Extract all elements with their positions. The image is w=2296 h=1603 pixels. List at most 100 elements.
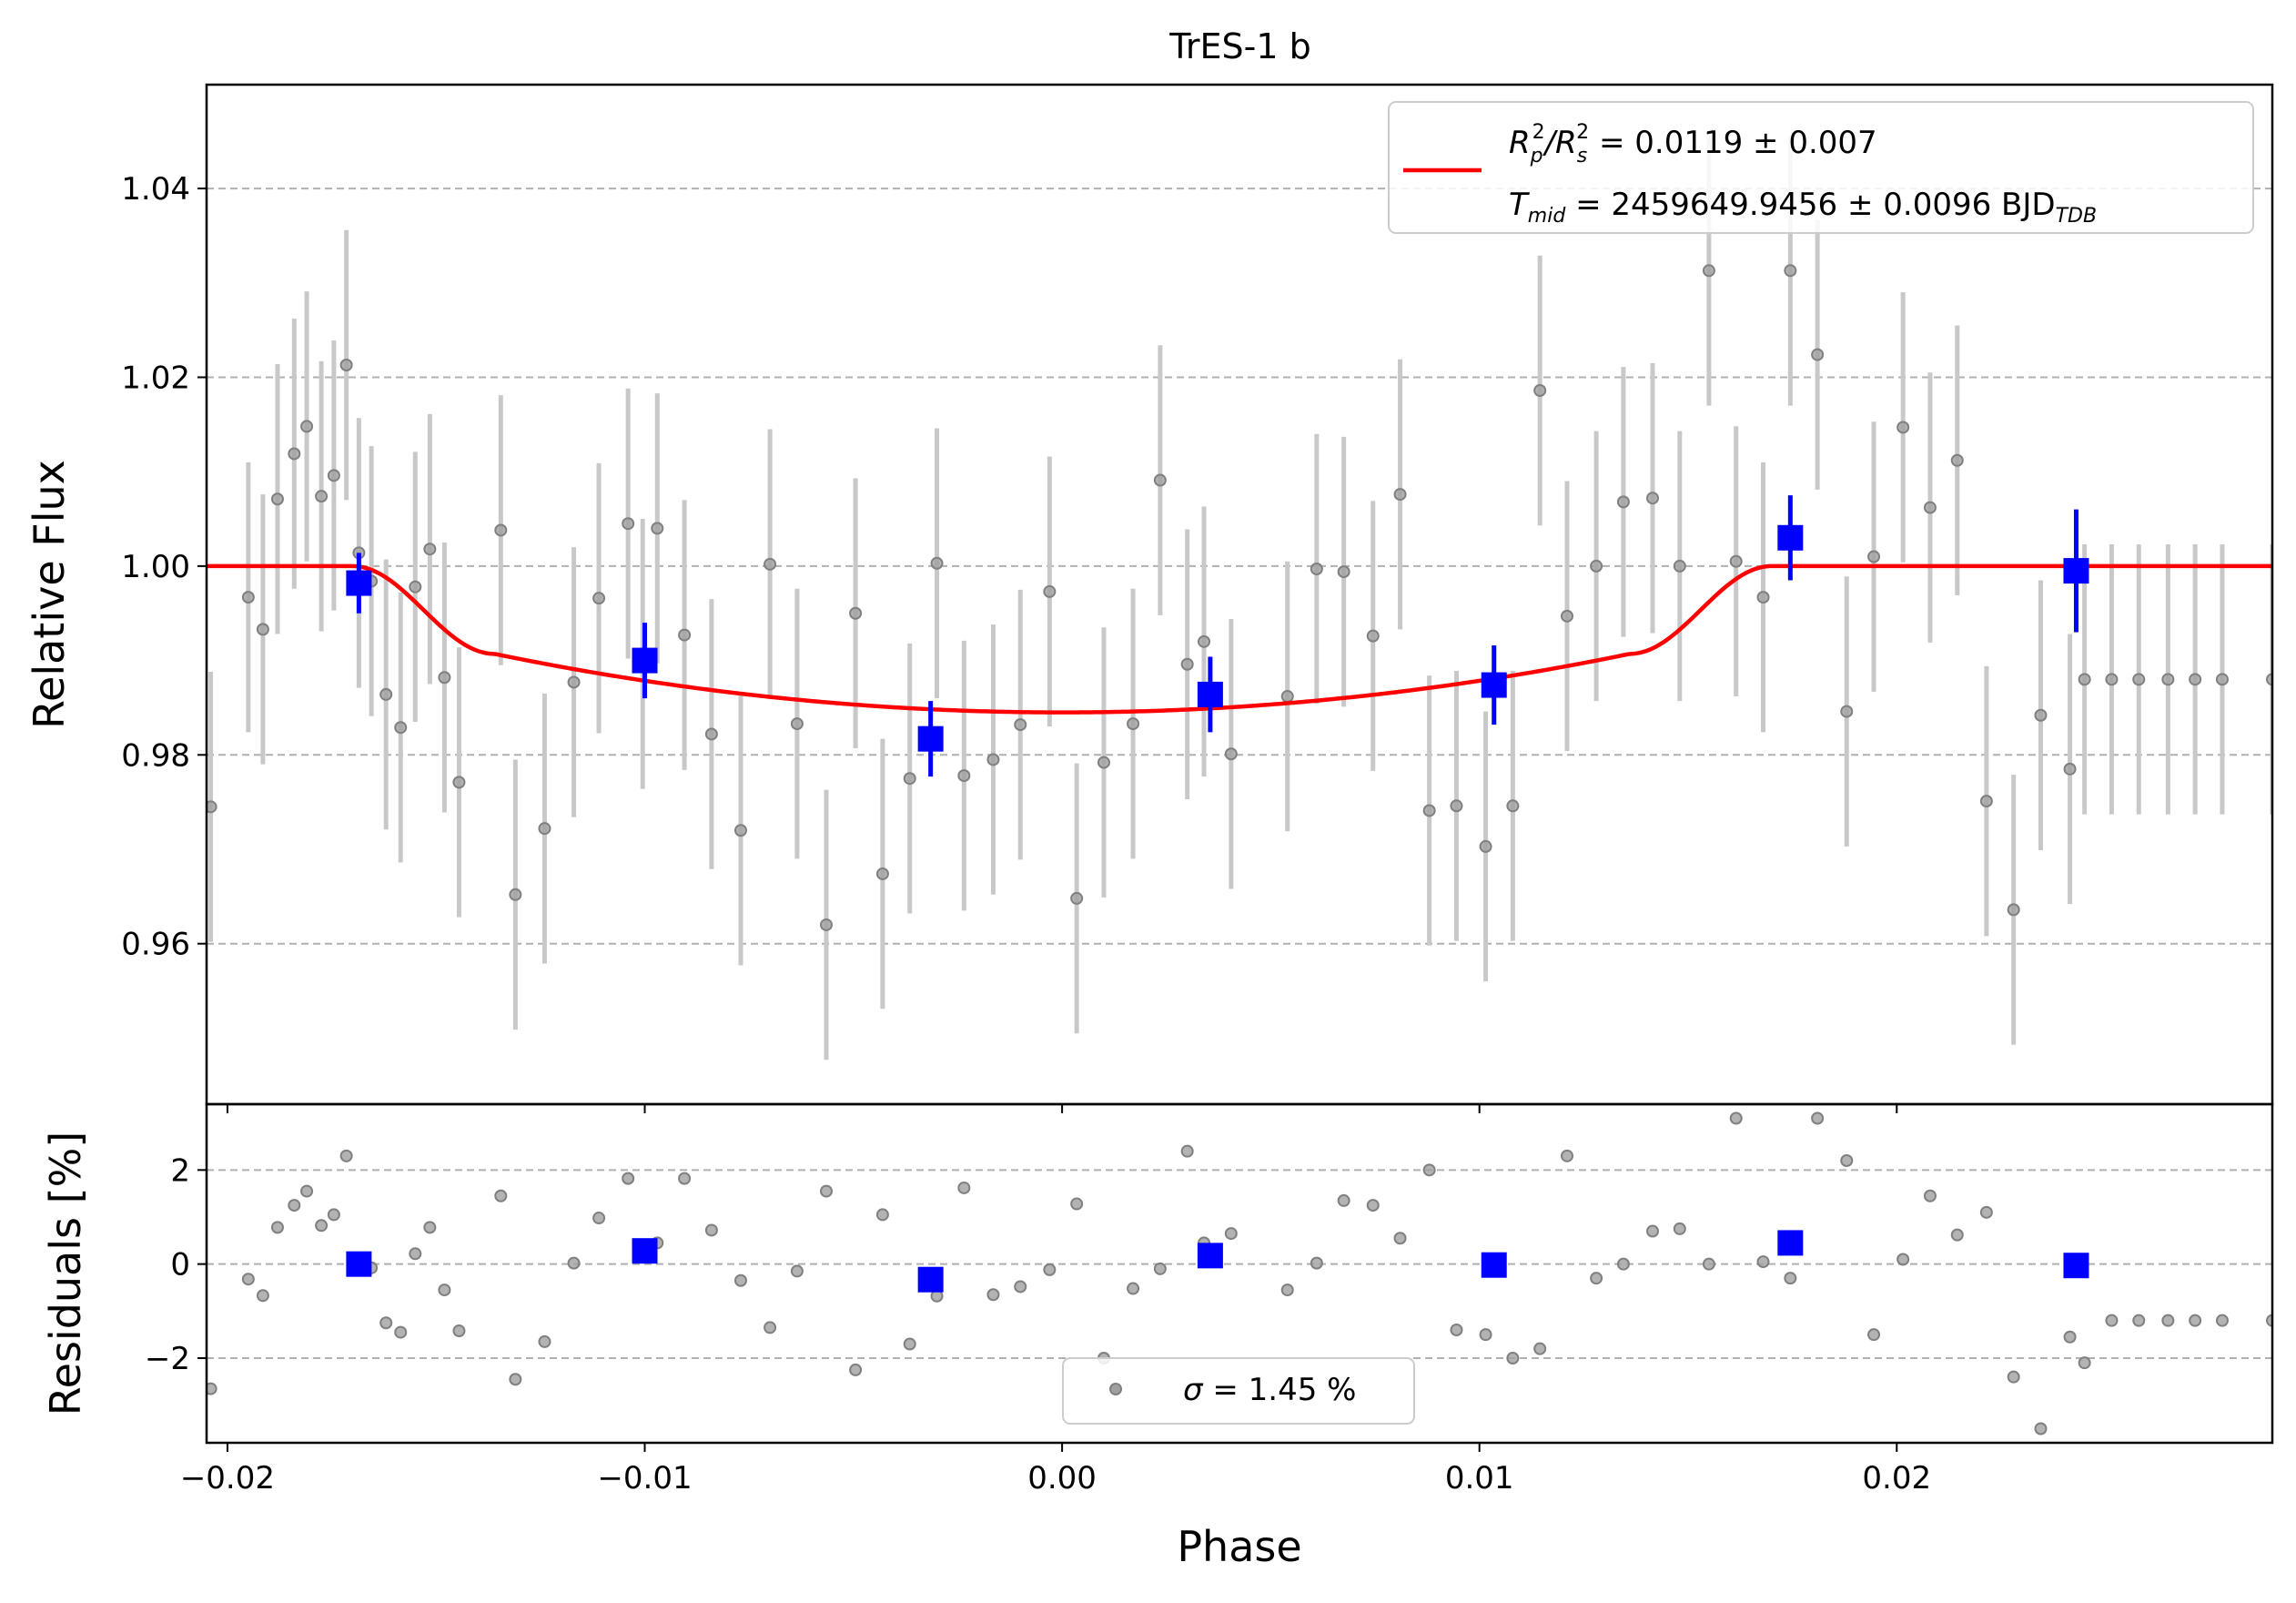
residual-point <box>1896 1253 1910 1266</box>
data-point <box>379 687 393 701</box>
main-y-tick-label: 0.96 <box>121 927 190 963</box>
residual-point <box>849 1363 863 1376</box>
data-point <box>592 592 606 605</box>
data-point <box>1784 264 1797 278</box>
data-point <box>1070 891 1084 905</box>
main-legend: Rp2/Rs2 = 0.0119 ± 0.007 Tmid = 2459649.… <box>1388 101 2254 234</box>
residuals-y-tick-label: 0 <box>170 1247 190 1283</box>
residual-point <box>1646 1224 1659 1238</box>
binned-residual-point <box>346 1251 372 1277</box>
residual-point <box>1756 1255 1770 1269</box>
residual-point <box>1506 1352 1520 1365</box>
data-point <box>764 557 777 571</box>
main-binned-points <box>346 495 2089 777</box>
x-tick-label: 0.00 <box>1027 1460 1097 1496</box>
legend-sigma-entry: σ = 1.45 % <box>1183 1372 1356 1408</box>
residual-point <box>1153 1262 1167 1275</box>
data-point <box>1479 839 1492 853</box>
data-point <box>1337 565 1350 579</box>
residual-point <box>1729 1111 1743 1125</box>
binned-point <box>1197 681 1223 707</box>
residual-point <box>1127 1282 1140 1295</box>
data-point <box>2034 708 2048 722</box>
data-point <box>1097 756 1110 769</box>
data-point <box>207 800 217 814</box>
residual-point <box>1014 1280 1027 1294</box>
residual-point <box>1590 1272 1603 1285</box>
residual-point <box>2266 1314 2272 1327</box>
residual-point <box>1616 1257 1630 1271</box>
main-panel: 0.96 0.98 1.00 1.02 1.04 Relative Flux Rp2/R… <box>25 83 2274 1113</box>
residual-point <box>764 1321 777 1334</box>
residual-point <box>2078 1356 2091 1370</box>
data-point <box>241 591 255 604</box>
data-point <box>1043 584 1057 598</box>
binned-point <box>1777 524 1804 551</box>
main-y-tick-label: 1.02 <box>121 360 190 396</box>
residual-point <box>339 1149 353 1162</box>
data-point <box>1153 473 1167 487</box>
residual-point <box>1811 1111 1825 1125</box>
residual-point <box>733 1273 747 1287</box>
data-point <box>538 822 551 836</box>
main-legend-box <box>1388 101 2254 234</box>
residual-point <box>1702 1257 1715 1271</box>
data-point <box>1811 348 1825 361</box>
data-point <box>704 727 718 741</box>
binned-point <box>2063 558 2089 584</box>
data-point <box>270 492 284 506</box>
main-y-tick-label: 0.98 <box>121 737 190 774</box>
residual-point <box>1280 1283 1294 1297</box>
data-point <box>1280 690 1294 703</box>
residual-point <box>567 1256 581 1270</box>
data-point <box>1310 563 1323 575</box>
main-plot-area <box>207 136 2272 1060</box>
x-tick-label: −0.02 <box>180 1460 275 1496</box>
residuals-axes-frame <box>205 1102 2274 1445</box>
data-point <box>1224 747 1238 761</box>
residual-point <box>1043 1263 1057 1276</box>
data-point <box>1702 264 1715 278</box>
residual-point <box>509 1373 522 1386</box>
residuals-y-ticks: −2 0 2 <box>145 1152 207 1377</box>
residual-point <box>1784 1272 1797 1285</box>
residual-point <box>875 1208 889 1222</box>
data-point <box>409 580 422 594</box>
data-point <box>820 918 833 931</box>
data-point <box>1366 629 1380 643</box>
data-point <box>903 772 916 786</box>
main-y-axis-label: Relative Flux <box>25 460 74 729</box>
residuals-legend: σ = 1.45 % <box>1062 1357 1415 1425</box>
legend-rp-rs-entry: Rp2/Rs2 = 0.0119 ± 0.007 <box>1509 121 1877 167</box>
data-point <box>651 522 664 535</box>
x-tick-label: −0.01 <box>597 1460 692 1496</box>
residual-point <box>300 1184 314 1198</box>
residuals-legend-box <box>1062 1357 1415 1425</box>
data-point <box>875 867 889 880</box>
data-point <box>1422 804 1436 817</box>
data-point <box>1533 384 1547 397</box>
residual-point <box>2034 1422 2048 1436</box>
main-y-tick-label: 1.00 <box>121 549 190 585</box>
binned-point <box>1481 672 1507 698</box>
binned-residual-point <box>632 1238 658 1264</box>
data-point <box>986 753 1000 766</box>
data-point <box>1180 657 1194 671</box>
data-point <box>2132 673 2146 686</box>
data-point <box>1560 609 1573 623</box>
data-point <box>2063 762 2077 776</box>
residual-point <box>438 1283 451 1297</box>
data-point <box>1756 591 1770 604</box>
residuals-plot-area <box>207 1111 2272 1436</box>
main-y-tick-label: 1.04 <box>121 171 190 208</box>
data-point <box>2007 903 2020 917</box>
data-point <box>1896 421 1910 434</box>
residuals-data-points <box>207 1111 2272 1436</box>
residual-point <box>1366 1199 1380 1212</box>
data-point <box>1729 554 1743 568</box>
data-point <box>1673 559 1686 573</box>
transit-model-line <box>207 563 2272 715</box>
residual-point <box>1840 1154 1854 1167</box>
residual-point <box>1070 1197 1084 1211</box>
